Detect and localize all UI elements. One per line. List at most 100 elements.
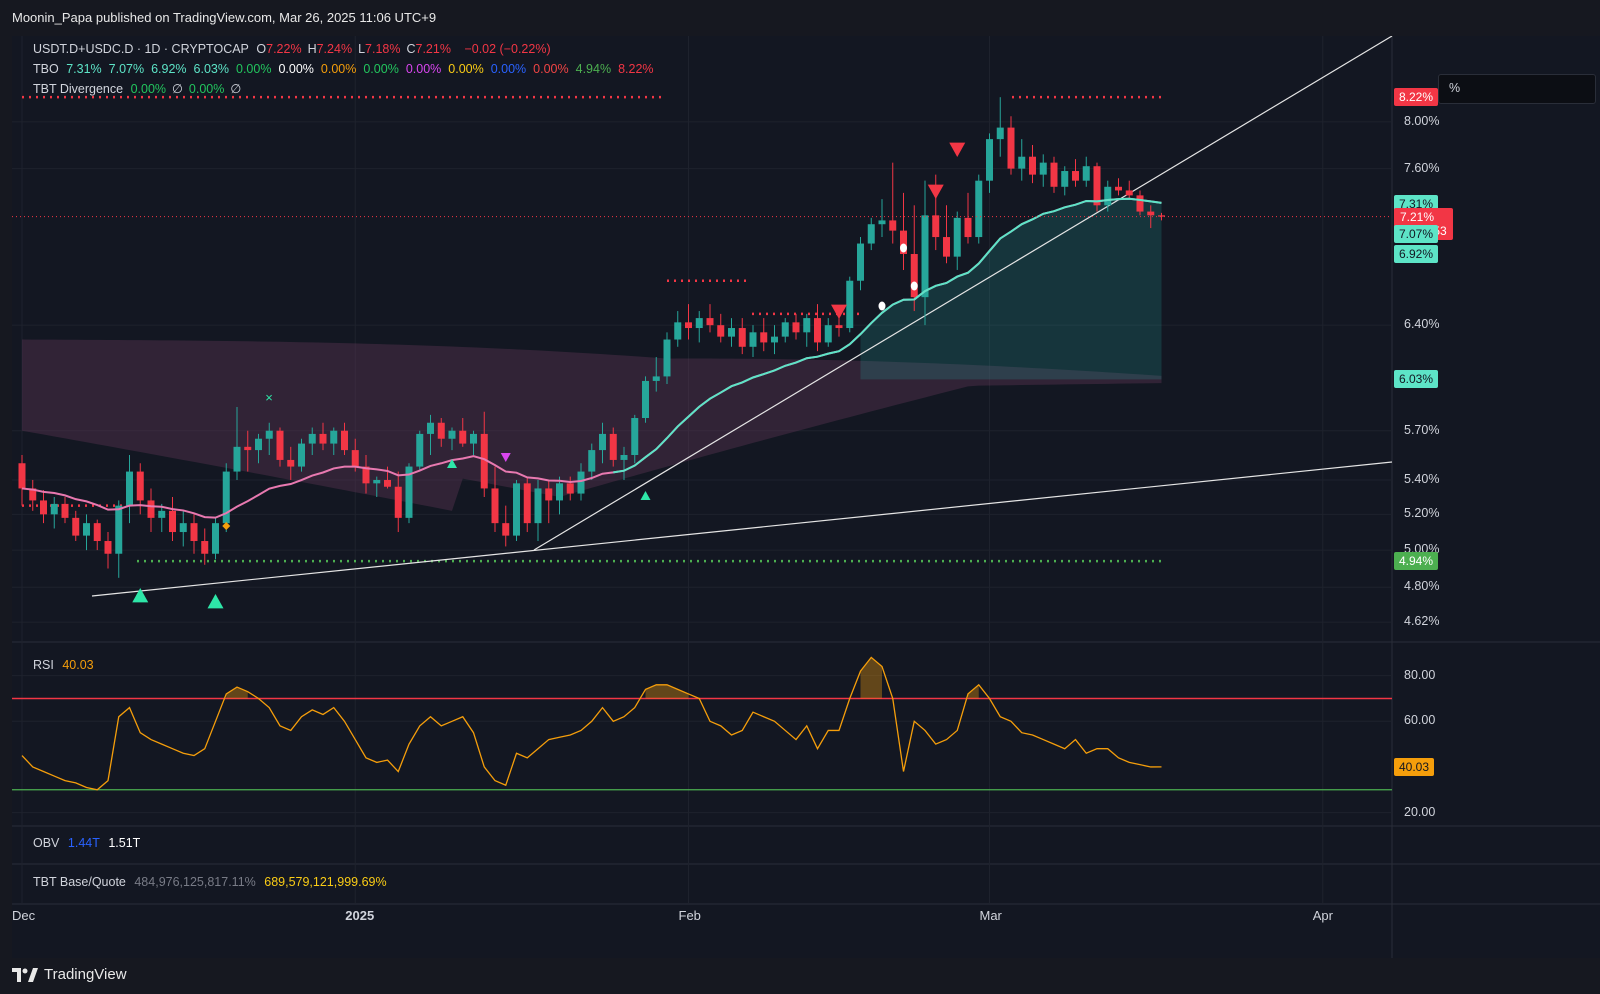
candle-body bbox=[255, 438, 262, 451]
percent-scale-box[interactable]: % bbox=[1438, 74, 1596, 104]
price-change: −0.02 (−0.22%) bbox=[464, 42, 551, 56]
candle-body bbox=[986, 139, 993, 181]
candle-body bbox=[803, 318, 811, 333]
sell-signal-icon bbox=[831, 304, 847, 319]
candle-body bbox=[1039, 162, 1047, 175]
candle-body bbox=[222, 471, 230, 524]
candle-body bbox=[115, 505, 123, 554]
ohlc-value-h: 7.24% bbox=[316, 42, 353, 56]
plot-background bbox=[12, 36, 1392, 958]
candle-body bbox=[835, 325, 843, 329]
candle-body bbox=[685, 322, 692, 329]
candle-body bbox=[620, 455, 628, 460]
base-quote-legend[interactable]: TBT Base/Quote 484,976,125,817.11% 689,5… bbox=[33, 875, 392, 889]
candle-body bbox=[29, 488, 37, 501]
rsi-overbought-fill bbox=[860, 657, 882, 699]
candle-body bbox=[932, 215, 940, 238]
tbo-value: 0.00% bbox=[236, 62, 272, 76]
obv-legend[interactable]: OBV 1.44T 1.51T bbox=[33, 836, 145, 850]
price-tag-value: 4.94% bbox=[1399, 554, 1434, 569]
price-tick-label: 6.40% bbox=[1404, 317, 1440, 332]
chart-canvas[interactable]: × bbox=[12, 36, 1600, 958]
candle-body bbox=[459, 430, 467, 444]
candle-body bbox=[502, 523, 510, 536]
tbo-values: 7.31% 7.07% 6.92% 6.03% 0.00% 0.00% 0.00% 0.00%… bbox=[66, 62, 660, 76]
candle-body bbox=[93, 523, 101, 542]
candle-body bbox=[1104, 186, 1112, 206]
signal-marker-icon bbox=[900, 243, 907, 253]
time-tick-label: Dec bbox=[12, 908, 36, 923]
candle-body bbox=[341, 430, 348, 451]
candle-body bbox=[201, 541, 209, 554]
candle-body bbox=[276, 430, 284, 460]
price-tag-value: 7.31% bbox=[1399, 197, 1434, 212]
tbo-value: 7.31% bbox=[66, 62, 102, 76]
candle-body bbox=[1158, 215, 1165, 217]
ohlc-key-h: H bbox=[307, 42, 317, 56]
rsi-legend[interactable]: RSI 40.03 bbox=[33, 658, 99, 672]
candle-body bbox=[642, 380, 649, 419]
candle-body bbox=[448, 430, 456, 439]
candle-body bbox=[1093, 166, 1101, 206]
rising-trendline bbox=[533, 36, 1393, 551]
tbo-legend[interactable]: TBO 7.31% 7.07% 6.92% 6.03% 0.00% 0.00% 0.00% 0… bbox=[33, 62, 665, 76]
buy-signal-icon bbox=[132, 588, 149, 603]
candle-body bbox=[126, 471, 133, 506]
tbo-value: 0.00% bbox=[490, 62, 527, 76]
tradingview-logo[interactable]: TradingView bbox=[12, 966, 127, 983]
candle-body bbox=[824, 325, 832, 343]
ema-teal-line bbox=[613, 197, 1162, 474]
candle-body bbox=[566, 483, 574, 494]
footer: TradingView bbox=[0, 958, 1600, 994]
candle-body bbox=[405, 466, 413, 518]
candle-body bbox=[964, 217, 972, 238]
candle-body bbox=[104, 541, 112, 554]
candle-body bbox=[373, 479, 381, 484]
divergence-legend[interactable]: TBT Divergence 0.00% ∅ 0.00% ∅ bbox=[33, 81, 251, 96]
candle-body bbox=[857, 243, 864, 281]
obv-value-2: 1.51T bbox=[108, 836, 141, 850]
candle-body bbox=[674, 322, 682, 340]
rsi-overbought-fill bbox=[968, 684, 979, 699]
diamond-signal-icon bbox=[222, 522, 231, 530]
candle-body bbox=[298, 443, 305, 467]
price-tag-value: 7.07% bbox=[1399, 227, 1434, 242]
divergence-value: ∅ bbox=[230, 82, 242, 96]
time-tick-label: Feb bbox=[678, 908, 701, 923]
candle-body bbox=[975, 180, 983, 238]
trend-cloud-bullish bbox=[860, 198, 1162, 380]
tbo-label: TBO bbox=[33, 62, 59, 76]
candle-body bbox=[136, 471, 144, 501]
candle-body bbox=[717, 325, 725, 337]
candle-body bbox=[523, 483, 531, 524]
price-tag-value: 6.92% bbox=[1399, 247, 1434, 261]
candle-body bbox=[1018, 156, 1026, 169]
candle-body bbox=[50, 503, 58, 515]
rsi-tag: 40.03 bbox=[1394, 757, 1435, 776]
price-tag-value: 8.22% bbox=[1399, 90, 1434, 105]
price-tick-label: 5.20% bbox=[1404, 506, 1440, 521]
candle-body bbox=[1061, 171, 1069, 187]
candle-body bbox=[695, 318, 703, 329]
tbo-value: 0.00% bbox=[278, 62, 314, 76]
tbo-value: 0.00% bbox=[363, 62, 399, 76]
price-tick-label: 4.62% bbox=[1404, 614, 1440, 629]
candle-body bbox=[427, 422, 434, 434]
candle-body bbox=[330, 430, 338, 444]
symbol-name[interactable]: USDT.D+USDC.D · 1D · CRYPTOCAP bbox=[33, 42, 249, 56]
price-tag-value: 7.21% bbox=[1400, 209, 1435, 224]
candle-body bbox=[609, 433, 617, 460]
candle-body bbox=[308, 433, 316, 444]
candle-body bbox=[663, 339, 671, 377]
candle-body bbox=[556, 483, 563, 501]
candle-body bbox=[749, 332, 757, 347]
signal-marker-icon bbox=[910, 281, 918, 291]
buy-signal-icon bbox=[640, 491, 651, 500]
ohlc-key-l: L bbox=[358, 42, 366, 56]
candle-body bbox=[760, 332, 768, 343]
candle-body bbox=[910, 254, 918, 298]
candle-body bbox=[513, 483, 520, 536]
ohlc-value-l: 7.18% bbox=[365, 42, 401, 56]
chart-area[interactable]: × USDT.D+USDC.D · 1D · CRYPTOCAP O7.22% H… bbox=[12, 36, 1600, 958]
tbo-value: 7.07% bbox=[108, 62, 145, 76]
